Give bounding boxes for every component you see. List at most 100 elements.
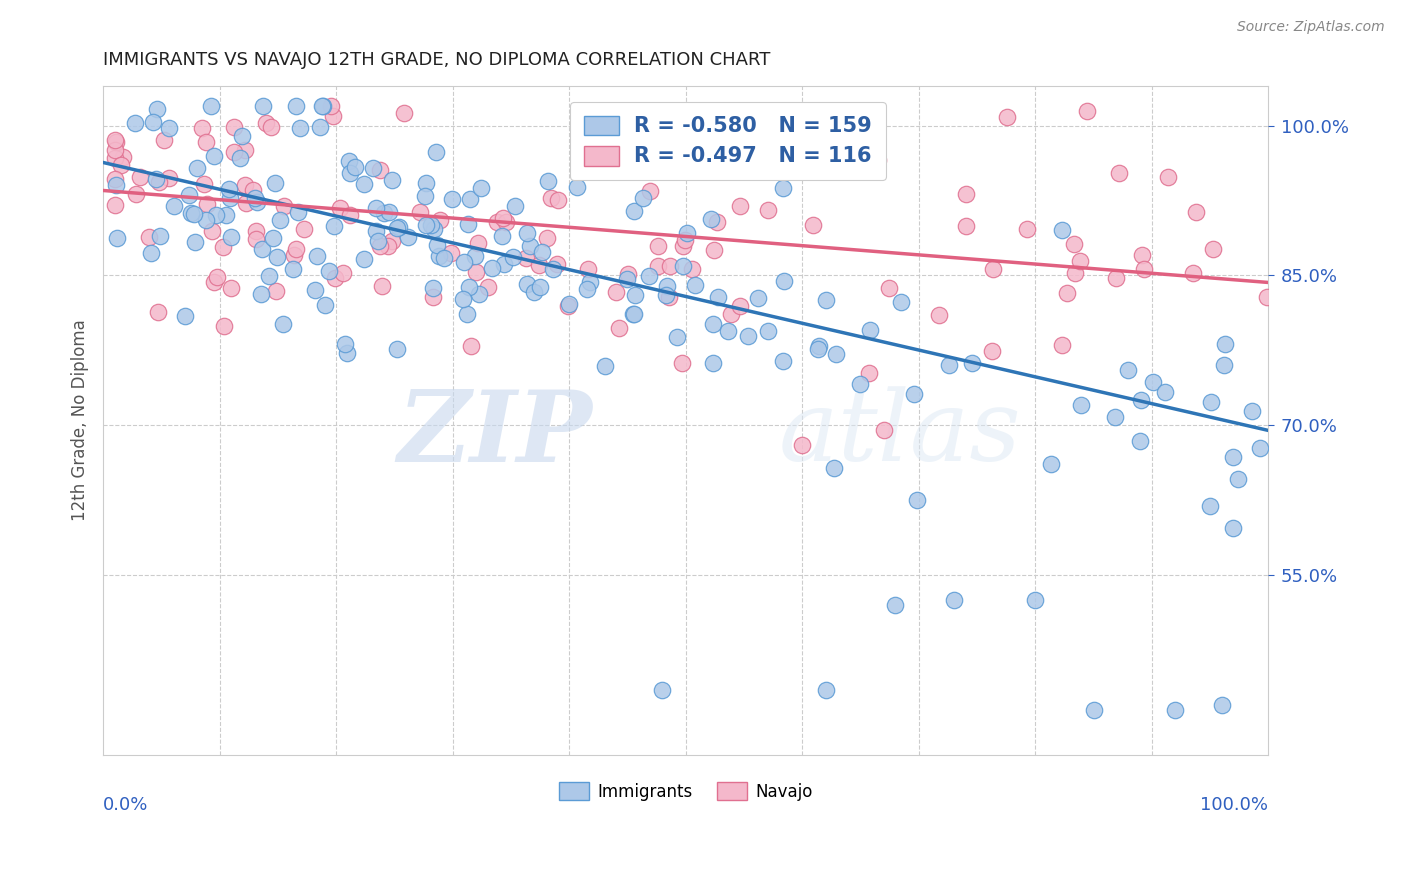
Point [955, 219, 977, 234]
Point [468, 286, 491, 301]
Point [252, 242, 274, 256]
Point [1157, 169, 1180, 184]
Point [433, 251, 456, 265]
Point [672, 239, 695, 253]
Point [576, 261, 599, 276]
Point [523, 285, 546, 300]
Point [396, 229, 419, 244]
Point [683, 278, 706, 293]
Point [104, 133, 127, 147]
Point [148, 175, 170, 189]
Point [415, 188, 437, 202]
Point [873, 424, 896, 438]
Point [515, 251, 537, 265]
Point [138, 230, 160, 244]
Point [1222, 520, 1244, 534]
Point [173, 310, 195, 324]
Point [141, 245, 163, 260]
Point [655, 287, 678, 301]
Point [104, 171, 127, 186]
Y-axis label: 12th Grade, No Diploma: 12th Grade, No Diploma [72, 319, 89, 521]
Point [233, 178, 256, 192]
Point [1164, 703, 1187, 717]
Point [1199, 395, 1222, 409]
Point [264, 285, 287, 299]
Point [825, 347, 848, 361]
Point [1050, 223, 1073, 237]
Point [903, 387, 925, 401]
Point [995, 110, 1018, 124]
Point [409, 205, 432, 219]
Point [332, 266, 354, 280]
Point [314, 298, 336, 312]
Point [252, 98, 274, 112]
Point [124, 116, 146, 130]
Point [385, 221, 408, 235]
Point [394, 106, 416, 120]
Point [193, 178, 215, 192]
Point [377, 239, 399, 253]
Point [260, 120, 283, 135]
Point [427, 249, 450, 263]
Point [638, 268, 661, 283]
Point [1129, 434, 1152, 448]
Point [623, 288, 645, 302]
Point [219, 281, 242, 295]
Point [1070, 398, 1092, 412]
Point [104, 143, 127, 157]
Point [772, 181, 794, 195]
Point [1024, 593, 1046, 607]
Point [180, 206, 202, 220]
Point [186, 161, 208, 175]
Point [516, 226, 538, 240]
Point [877, 281, 900, 295]
Point [814, 293, 837, 307]
Point [1056, 286, 1078, 301]
Point [264, 176, 287, 190]
Point [202, 149, 225, 163]
Point [464, 265, 486, 279]
Point [425, 145, 447, 159]
Point [440, 246, 463, 260]
Point [547, 194, 569, 208]
Point [339, 208, 361, 222]
Point [728, 299, 751, 313]
Point [758, 324, 780, 338]
Point [1227, 472, 1250, 486]
Point [823, 461, 845, 475]
Point [458, 192, 481, 206]
Point [491, 211, 513, 225]
Point [673, 153, 696, 167]
Point [145, 172, 167, 186]
Point [322, 109, 344, 123]
Point [593, 359, 616, 373]
Point [546, 257, 568, 271]
Point [605, 285, 627, 299]
Point [773, 274, 796, 288]
Point [368, 239, 391, 253]
Point [772, 353, 794, 368]
Point [486, 215, 509, 229]
Point [706, 215, 728, 229]
Point [519, 238, 541, 252]
Point [381, 173, 404, 187]
Point [370, 279, 392, 293]
Point [1215, 336, 1237, 351]
Point [195, 196, 218, 211]
Point [1130, 248, 1153, 262]
Point [1116, 363, 1139, 377]
Point [249, 286, 271, 301]
Point [112, 150, 135, 164]
Point [747, 291, 769, 305]
Point [266, 250, 288, 264]
Point [801, 218, 824, 232]
Point [440, 192, 463, 206]
Point [640, 184, 662, 198]
Point [254, 116, 277, 130]
Point [422, 281, 444, 295]
Point [269, 213, 291, 227]
Point [456, 307, 478, 321]
Point [364, 201, 387, 215]
Point [385, 343, 408, 357]
Point [373, 205, 395, 219]
